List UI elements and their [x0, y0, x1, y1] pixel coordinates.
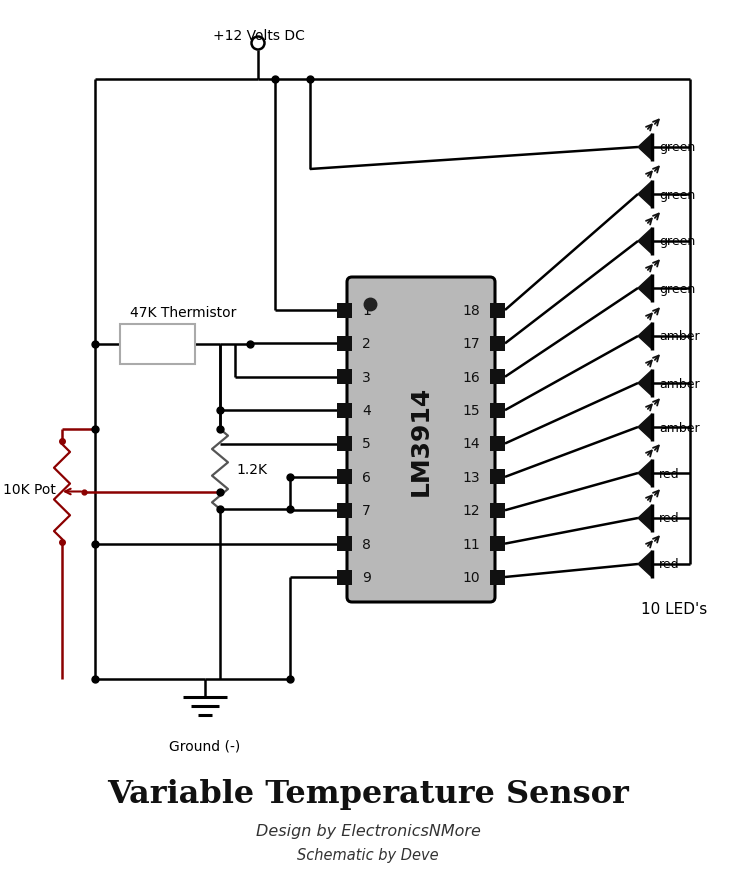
Text: 2: 2: [362, 337, 371, 351]
Bar: [490, 370, 505, 384]
Text: 16: 16: [462, 370, 480, 384]
Bar: [337, 436, 352, 451]
Text: 10 LED's: 10 LED's: [641, 602, 707, 617]
Bar: [490, 470, 505, 485]
Bar: [490, 303, 505, 318]
Text: Variable Temperature Sensor: Variable Temperature Sensor: [107, 779, 629, 810]
Text: 1: 1: [362, 304, 371, 317]
Text: Design by ElectronicsNMore: Design by ElectronicsNMore: [255, 823, 481, 839]
Text: amber: amber: [659, 330, 700, 343]
Text: red: red: [659, 558, 679, 571]
Text: 12: 12: [462, 503, 480, 518]
Text: Ground (-): Ground (-): [169, 739, 241, 753]
Polygon shape: [638, 415, 652, 441]
Text: 14: 14: [462, 437, 480, 451]
Text: LM3914: LM3914: [409, 385, 433, 495]
Bar: [337, 503, 352, 519]
Text: 10K Pot: 10K Pot: [3, 483, 56, 496]
Text: 7: 7: [362, 503, 371, 518]
Bar: [337, 303, 352, 318]
Text: 5: 5: [362, 437, 371, 451]
Text: 6: 6: [362, 470, 371, 485]
Text: 8: 8: [362, 537, 371, 551]
Polygon shape: [638, 181, 652, 207]
Bar: [337, 370, 352, 384]
Text: red: red: [659, 512, 679, 525]
Text: 11: 11: [462, 537, 480, 551]
Text: green: green: [659, 141, 696, 155]
Text: 17: 17: [462, 337, 480, 351]
Text: 1.2K: 1.2K: [236, 462, 267, 477]
FancyBboxPatch shape: [347, 278, 495, 603]
Text: Schematic by Deve: Schematic by Deve: [297, 848, 439, 863]
Polygon shape: [638, 371, 652, 397]
Bar: [490, 569, 505, 585]
Bar: [337, 470, 352, 485]
Text: green: green: [659, 189, 696, 201]
Polygon shape: [638, 275, 652, 301]
Text: +12 Volts DC: +12 Volts DC: [213, 29, 305, 43]
Bar: [337, 336, 352, 351]
FancyBboxPatch shape: [120, 325, 195, 365]
Text: 10: 10: [462, 570, 480, 585]
Polygon shape: [638, 324, 652, 350]
Text: amber: amber: [659, 421, 700, 434]
Text: 3: 3: [362, 370, 371, 384]
Bar: [490, 436, 505, 451]
Text: 9: 9: [362, 570, 371, 585]
Text: amber: amber: [659, 377, 700, 390]
Text: 47K Thermistor: 47K Thermistor: [130, 306, 236, 320]
Polygon shape: [638, 552, 652, 578]
Text: 4: 4: [362, 404, 371, 417]
Polygon shape: [638, 135, 652, 161]
Text: green: green: [659, 235, 696, 249]
Bar: [490, 403, 505, 418]
Bar: [490, 536, 505, 552]
Text: 18: 18: [462, 304, 480, 317]
Polygon shape: [638, 460, 652, 486]
Bar: [337, 403, 352, 418]
Bar: [490, 503, 505, 519]
Text: red: red: [659, 467, 679, 480]
Bar: [337, 536, 352, 552]
Bar: [490, 336, 505, 351]
Bar: [337, 569, 352, 585]
Text: 15: 15: [462, 404, 480, 417]
Text: 13: 13: [462, 470, 480, 485]
Polygon shape: [638, 505, 652, 531]
Polygon shape: [638, 229, 652, 255]
Text: green: green: [659, 283, 696, 295]
